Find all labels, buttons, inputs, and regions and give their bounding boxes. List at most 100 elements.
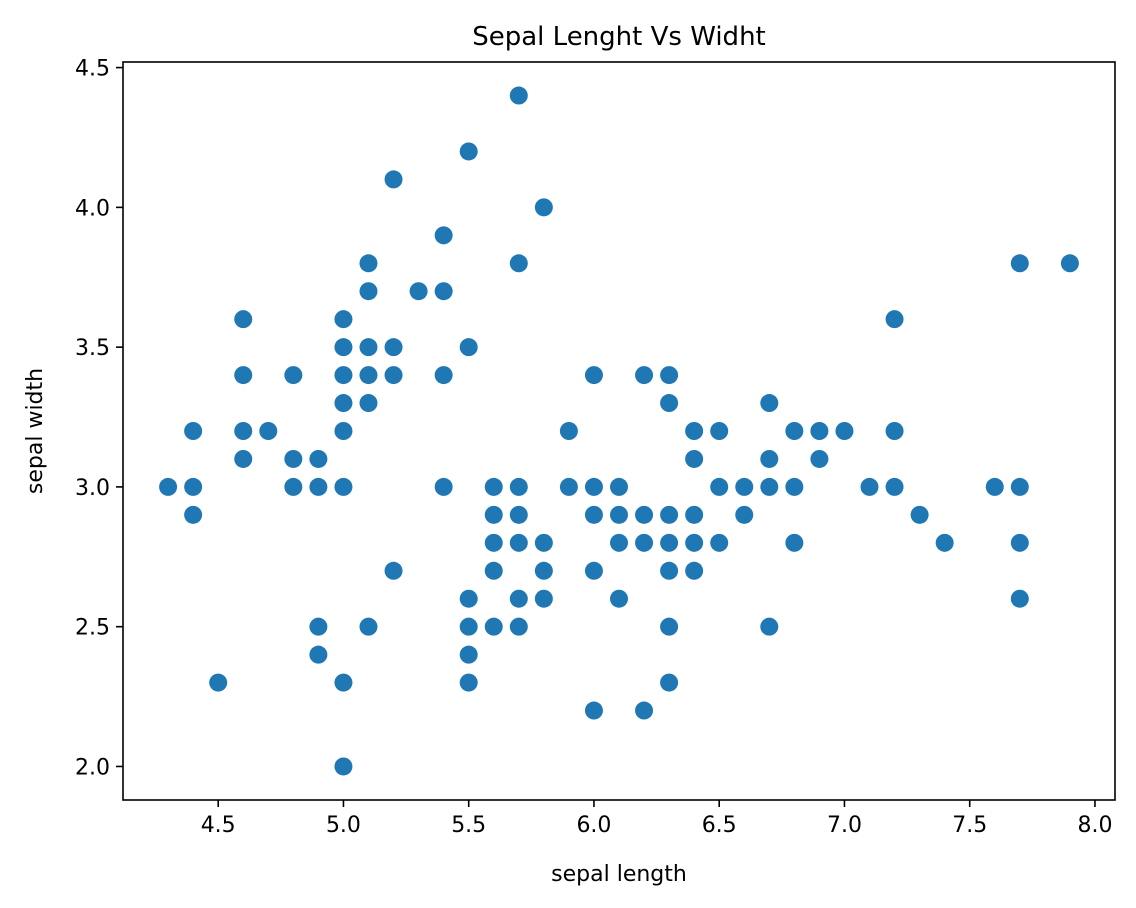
data-point: [434, 366, 453, 385]
data-point: [610, 477, 628, 496]
data-point: [359, 394, 378, 413]
data-point: [334, 394, 353, 413]
data-point: [509, 589, 528, 608]
data-point: [459, 142, 478, 161]
data-point: [534, 533, 553, 552]
data-point: [384, 338, 403, 357]
data-point: [284, 477, 303, 496]
data-point: [635, 366, 654, 385]
data-point: [810, 422, 829, 440]
data-point: [359, 617, 378, 636]
data-point: [660, 533, 679, 552]
data-point: [810, 449, 829, 468]
data-point: [710, 533, 729, 552]
data-point: [484, 561, 503, 580]
data-point: [359, 338, 378, 357]
data-point: [509, 505, 528, 524]
data-point: [334, 673, 353, 692]
data-point: [685, 422, 704, 440]
data-point: [384, 366, 403, 385]
data-point: [334, 310, 353, 329]
plot-frame: [122, 61, 1116, 801]
data-point: [584, 505, 603, 524]
data-point: [334, 757, 353, 776]
y-tick-label: 3.0: [75, 476, 110, 501]
y-tick-label: 4.0: [75, 196, 110, 221]
data-point: [459, 673, 478, 692]
data-point: [459, 589, 478, 608]
data-point: [610, 505, 628, 524]
data-point: [459, 617, 478, 636]
data-point: [534, 589, 553, 608]
data-point: [434, 477, 453, 496]
data-point: [509, 254, 528, 273]
data-point: [509, 617, 528, 636]
data-point: [1010, 254, 1029, 273]
data-point: [159, 477, 178, 496]
data-point: [284, 366, 303, 385]
y-tick-label: 2.0: [75, 755, 110, 780]
data-point: [935, 533, 954, 552]
data-point: [459, 338, 478, 357]
data-point: [710, 477, 729, 496]
data-point: [184, 505, 203, 524]
data-point: [735, 477, 754, 496]
data-point: [534, 198, 553, 217]
data-point: [284, 449, 303, 468]
x-tick-label: 7.5: [952, 813, 987, 838]
data-point: [635, 533, 654, 552]
data-point: [584, 561, 603, 580]
data-point: [359, 366, 378, 385]
data-point: [760, 449, 779, 468]
data-point: [685, 561, 704, 580]
x-tick-label: 8.0: [1077, 813, 1112, 838]
data-point: [584, 366, 603, 385]
x-axis-ticks: 4.5 5.0 5.5 6.0 6.5 7.0 7.5 8.0: [201, 800, 1112, 838]
data-point: [660, 673, 679, 692]
data-point: [885, 310, 904, 329]
data-point: [760, 617, 779, 636]
x-tick-label: 7.0: [827, 813, 862, 838]
data-point: [660, 617, 679, 636]
x-axis-label: sepal length: [551, 862, 687, 887]
data-point: [359, 282, 378, 301]
data-point: [735, 505, 754, 524]
data-point: [660, 366, 679, 385]
data-point: [910, 505, 929, 524]
data-point: [359, 254, 378, 273]
data-point: [309, 449, 328, 468]
data-point: [434, 226, 453, 245]
data-point: [334, 338, 353, 357]
data-point: [534, 561, 553, 580]
data-point: [334, 366, 353, 385]
data-point: [509, 477, 528, 496]
data-point: [885, 422, 904, 440]
data-point: [885, 477, 904, 496]
data-point: [509, 533, 528, 552]
y-axis-ticks: 2.0 2.5 3.0 3.5 4.0 4.5: [75, 57, 123, 780]
data-point: [484, 477, 503, 496]
data-point: [484, 617, 503, 636]
data-point: [484, 505, 503, 524]
data-point: [660, 561, 679, 580]
y-tick-label: 4.5: [75, 57, 110, 82]
data-point: [259, 422, 278, 440]
data-point: [309, 645, 328, 664]
y-axis-label: sepal width: [23, 368, 48, 494]
data-point: [685, 505, 704, 524]
data-point: [1060, 254, 1079, 273]
data-point: [685, 533, 704, 552]
data-point: [209, 673, 228, 692]
data-point: [309, 617, 328, 636]
y-tick-label: 2.5: [75, 616, 110, 641]
x-tick-label: 6.5: [702, 813, 737, 838]
data-point: [309, 477, 328, 496]
data-point: [785, 477, 804, 496]
data-point: [384, 170, 403, 189]
data-point: [559, 422, 578, 440]
data-point: [685, 449, 704, 468]
data-point: [760, 394, 779, 413]
x-tick-label: 5.5: [451, 813, 486, 838]
data-point: [985, 477, 1004, 496]
